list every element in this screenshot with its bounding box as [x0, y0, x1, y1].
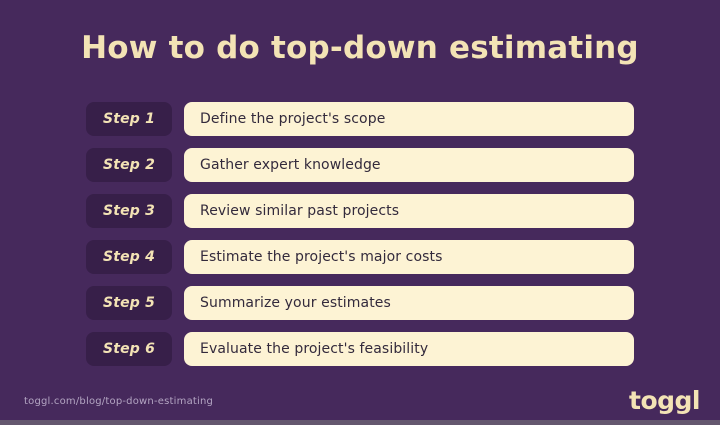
bottom-strip: [0, 420, 720, 425]
step-row: Step 4 Estimate the project's major cost…: [86, 240, 634, 274]
step-label: Step 5: [86, 286, 172, 320]
step-description: Define the project's scope: [184, 102, 634, 136]
step-description: Summarize your estimates: [184, 286, 634, 320]
step-description: Estimate the project's major costs: [184, 240, 634, 274]
step-description: Review similar past projects: [184, 194, 634, 228]
page-title: How to do top-down estimating: [81, 30, 639, 66]
step-description: Evaluate the project's feasibility: [184, 332, 634, 366]
toggl-logo: toggl: [629, 386, 701, 415]
footer-url: toggl.com/blog/top-down-estimating: [24, 396, 214, 407]
step-label: Step 1: [86, 102, 172, 136]
step-label: Step 2: [86, 148, 172, 182]
step-label: Step 3: [86, 194, 172, 228]
step-row: Step 3 Review similar past projects: [86, 194, 634, 228]
step-label: Step 4: [86, 240, 172, 274]
step-row: Step 1 Define the project's scope: [86, 102, 634, 136]
step-label: Step 6: [86, 332, 172, 366]
step-description: Gather expert knowledge: [184, 148, 634, 182]
steps-list: Step 1 Define the project's scope Step 2…: [86, 102, 634, 378]
step-row: Step 6 Evaluate the project's feasibilit…: [86, 332, 634, 366]
step-row: Step 5 Summarize your estimates: [86, 286, 634, 320]
step-row: Step 2 Gather expert knowledge: [86, 148, 634, 182]
